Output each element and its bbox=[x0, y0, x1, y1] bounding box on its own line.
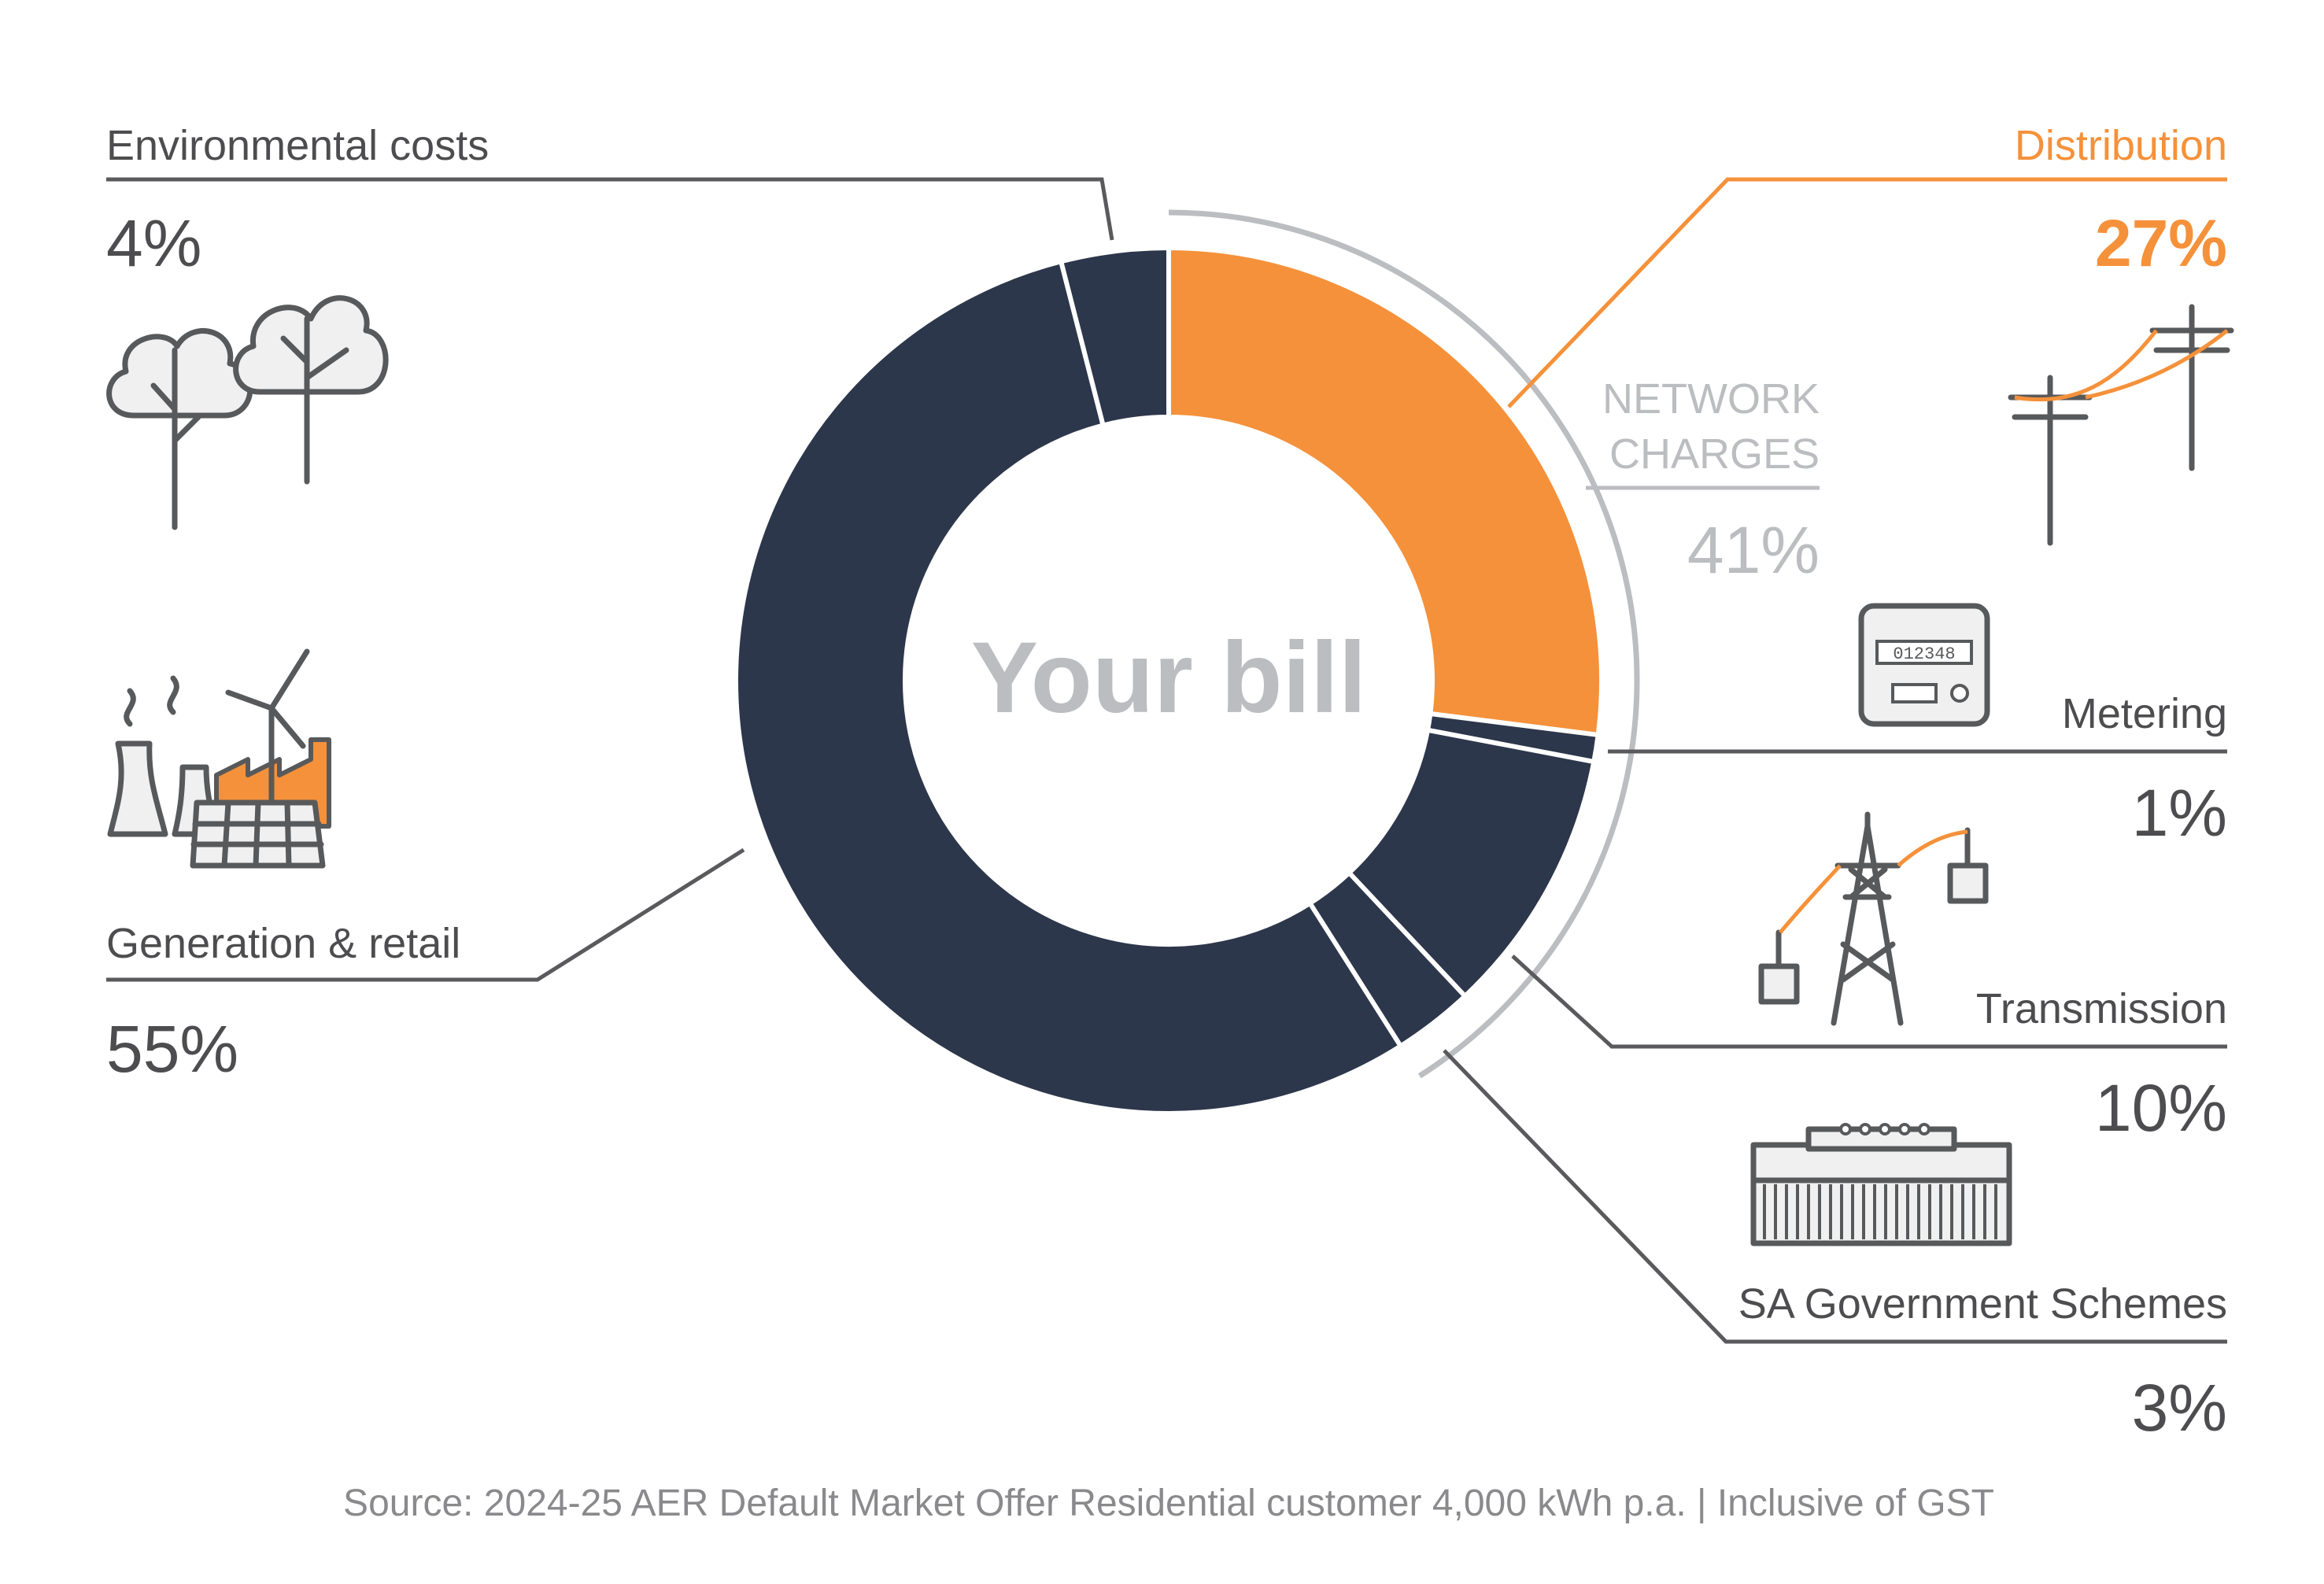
network-charges-label-line1: NETWORK bbox=[1602, 375, 1820, 423]
slice-generation-retail bbox=[733, 258, 1404, 1117]
metering-percent: 1% bbox=[2132, 776, 2227, 850]
sa-government-schemes-callout: SA Government Schemes 3% bbox=[1443, 1049, 2227, 1445]
distribution-percent: 27% bbox=[2095, 206, 2227, 280]
environmental-costs-callout: Environmental costs 4% bbox=[106, 122, 1114, 530]
generation-retail-label: Generation & retail bbox=[106, 920, 460, 967]
transmission-callout: Transmission 10% bbox=[1511, 811, 2227, 1145]
transmission-label: Transmission bbox=[1976, 985, 2227, 1032]
sa-government-schemes-percent: 3% bbox=[2132, 1371, 2227, 1445]
donut-slices bbox=[733, 245, 1604, 1117]
network-charges-percent: 41% bbox=[1687, 513, 1820, 587]
environmental-costs-label: Environmental costs bbox=[106, 122, 489, 169]
transmission-tower-icon bbox=[1758, 811, 1989, 1026]
transmission-leader bbox=[1511, 954, 2227, 1049]
center-label: Your bill bbox=[971, 622, 1367, 734]
environmental-costs-leader bbox=[106, 177, 1114, 241]
sa-government-schemes-label: SA Government Schemes bbox=[1738, 1280, 2227, 1327]
sa-government-schemes-leader bbox=[1443, 1049, 2227, 1344]
generation-retail-leader bbox=[106, 847, 745, 982]
distribution-label: Distribution bbox=[2015, 122, 2227, 169]
metering-callout: 012348 Metering 1% bbox=[1608, 603, 2227, 850]
meter-digits: 012348 bbox=[1893, 644, 1955, 664]
transmission-percent: 10% bbox=[2095, 1071, 2227, 1145]
slice-distribution bbox=[1166, 245, 1604, 738]
generation-retail-callout: Generation & retail 55% bbox=[106, 648, 745, 1086]
environmental-costs-percent: 4% bbox=[106, 206, 201, 280]
trees-icon bbox=[106, 295, 389, 530]
network-charges-label-line2: CHARGES bbox=[1609, 430, 1820, 478]
distribution-callout: Distribution 27% bbox=[1507, 122, 2234, 546]
slice-environmental-costs bbox=[1058, 245, 1171, 429]
generation-retail-percent: 55% bbox=[106, 1012, 238, 1086]
power-poles-icon bbox=[2008, 304, 2234, 546]
government-building-icon bbox=[1750, 1123, 2012, 1246]
electricity-meter-icon: 012348 bbox=[1858, 603, 1990, 727]
metering-label: Metering bbox=[2062, 690, 2227, 737]
source-note: Source: 2024-25 AER Default Market Offer… bbox=[343, 1482, 1994, 1524]
distribution-leader bbox=[1507, 177, 2227, 408]
building-columns bbox=[1763, 1184, 1997, 1239]
power-station-wind-solar-icon bbox=[107, 648, 331, 869]
network-charges-bracket-arc bbox=[1168, 209, 1640, 1079]
